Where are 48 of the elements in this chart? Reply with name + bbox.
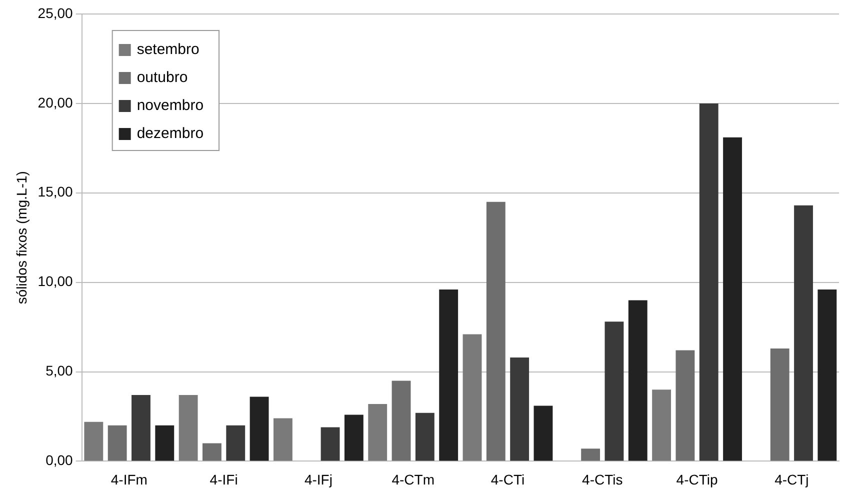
bar [534, 406, 553, 461]
bar [273, 418, 292, 461]
bar [770, 348, 790, 461]
bar [415, 412, 434, 461]
bar [676, 350, 695, 461]
y-tick-label: 0,00 [46, 452, 74, 468]
x-tick-label: 4-CTis [582, 471, 623, 488]
legend-label: dezembro [136, 125, 204, 142]
bar [392, 380, 411, 461]
bar [604, 322, 624, 461]
x-tick-label: 4-CTj [774, 471, 809, 488]
bar [723, 137, 742, 461]
x-tick-label: 4-IFm [110, 471, 148, 488]
bar [368, 404, 388, 461]
y-tick-label: 20,00 [38, 94, 74, 110]
y-tick-label: 25,00 [38, 4, 74, 21]
y-tick-label: 10,00 [38, 273, 74, 290]
y-tick-label: 15,00 [38, 184, 74, 200]
bar [250, 396, 269, 461]
legend-label: novembro [136, 97, 204, 114]
bar [202, 443, 222, 461]
bar [84, 422, 104, 461]
bar [226, 425, 246, 461]
y-tick-label: 5,00 [46, 362, 74, 379]
bar [462, 334, 482, 461]
x-tick-label: 4-IFj [304, 471, 332, 488]
bar [818, 289, 837, 461]
bar [178, 395, 198, 461]
bar [439, 289, 458, 461]
x-tick-label: 4-CTip [676, 471, 718, 488]
y-axis-title: sólidos fixos (mg.L-1) [13, 171, 30, 304]
bar [581, 448, 600, 461]
x-tick-label: 4-CTi [490, 471, 525, 488]
bar [132, 395, 150, 461]
bar [344, 414, 364, 461]
legend-label: setembro [136, 41, 200, 58]
x-tick-label: 4-IFi [210, 471, 238, 488]
bar [320, 427, 340, 461]
bar [652, 390, 672, 461]
x-tick-label: 4-CTm [392, 471, 434, 488]
bar [510, 357, 530, 461]
legend-label: outubro [136, 69, 188, 86]
bar [628, 300, 648, 461]
bar [155, 425, 174, 461]
bar [486, 202, 506, 461]
bar [699, 103, 718, 461]
bar [794, 205, 813, 461]
bar [108, 425, 127, 461]
